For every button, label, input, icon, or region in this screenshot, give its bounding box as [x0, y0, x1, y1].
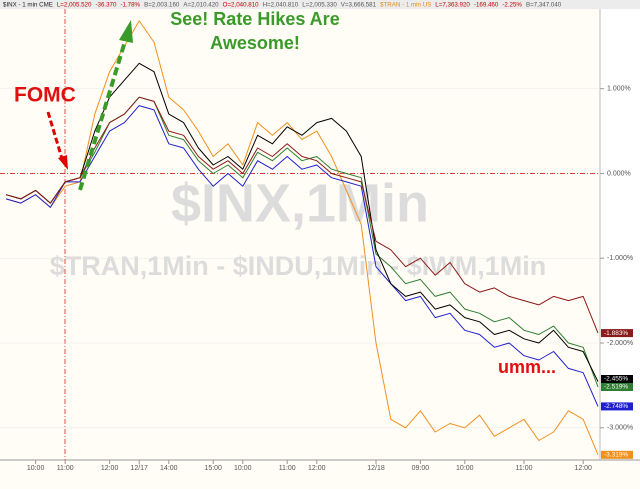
x-tick-label: 10:00	[456, 465, 474, 472]
watermark-group: $INX,1Min $TRAN,1Min - $INDU,1Min - $IWM…	[50, 173, 547, 281]
header-item: O=2,040.810	[223, 2, 260, 9]
header-item: $TRAN - 1 min US	[380, 2, 431, 9]
value-label: -2.455%	[604, 376, 628, 383]
value-label-box	[601, 402, 633, 411]
header-item: L=7,363.920	[435, 2, 470, 9]
header-item: -169.460	[474, 2, 499, 9]
value-label: -3.319%	[604, 452, 628, 459]
axis: 1.000% 0.000% -1.000% -2.000% -3.000% 10:00 11…	[27, 86, 633, 472]
y-axis-strip	[600, 9, 640, 460]
header-item: B=7,347.040	[526, 2, 562, 9]
value-label: -1.883%	[604, 330, 628, 337]
header: $INX - 1 min CME L=2,005.520 -36.370 -1.78%…	[3, 2, 562, 9]
header-item: A=2,010.420	[183, 2, 219, 9]
x-tick-label: 10:00	[234, 465, 252, 472]
watermark: $INX,1Min	[171, 173, 429, 233]
x-tick-label: 12:00	[101, 465, 119, 472]
x-tick-label: 12/17	[130, 465, 148, 472]
x-tick-label: 14:00	[160, 465, 178, 472]
y-tick-label: 0.000%	[607, 170, 631, 177]
x-tick-label: 10:00	[27, 465, 45, 472]
annotation: FOMC	[14, 84, 76, 107]
annotation: See! Rate Hikes Are	[170, 9, 339, 29]
series-line	[5, 96, 599, 334]
arrowhead	[119, 20, 133, 43]
y-tick-label: -3.000%	[607, 425, 633, 432]
annotation: umm...	[498, 357, 556, 377]
header-item: H=2,040.810	[263, 2, 299, 9]
arrow	[78, 37, 128, 191]
grid	[0, 88, 600, 429]
value-label-box	[601, 450, 633, 459]
header-item: -36.370	[95, 2, 117, 9]
y-tick-label: -2.000%	[607, 340, 633, 347]
series-line	[5, 96, 599, 388]
x-tick-label: 15:00	[204, 465, 222, 472]
x-tick-label: 11:00	[516, 465, 533, 472]
x-tick-label: 11:00	[279, 465, 296, 472]
header-bar	[0, 0, 640, 9]
header-item: $INX - 1 min CME	[3, 2, 53, 9]
header-item: B=2,003.160	[144, 2, 180, 9]
value-label-box	[601, 383, 633, 392]
x-tick-label: 09:00	[412, 465, 430, 472]
x-tick-label: 12:00	[574, 465, 592, 472]
value-label: -2.519%	[604, 384, 628, 391]
header-item: L=2,005.330	[302, 2, 337, 9]
series-line	[5, 105, 599, 407]
arrowhead	[58, 155, 68, 170]
header-item: -2.25%	[502, 2, 522, 9]
value-label-box	[601, 375, 633, 384]
series-line	[5, 20, 599, 455]
x-tick-label: 12:00	[308, 465, 326, 472]
value-label-box	[601, 329, 633, 338]
header-item: -1.78%	[120, 2, 140, 9]
value-label: -2.748%	[604, 403, 628, 410]
annotation: Awesome!	[210, 33, 300, 53]
x-tick-label: 11:00	[57, 465, 74, 472]
y-tick-label: 1.000%	[607, 86, 631, 93]
watermark: $TRAN,1Min - $INDU,1Min - $IWM,1Min	[50, 251, 547, 281]
y-tick-label: -1.000%	[607, 255, 633, 262]
x-tick-label: 12/18	[367, 465, 385, 472]
header-item: L=2,005.520	[57, 2, 92, 9]
header-item: V=3,666,581	[341, 2, 377, 9]
